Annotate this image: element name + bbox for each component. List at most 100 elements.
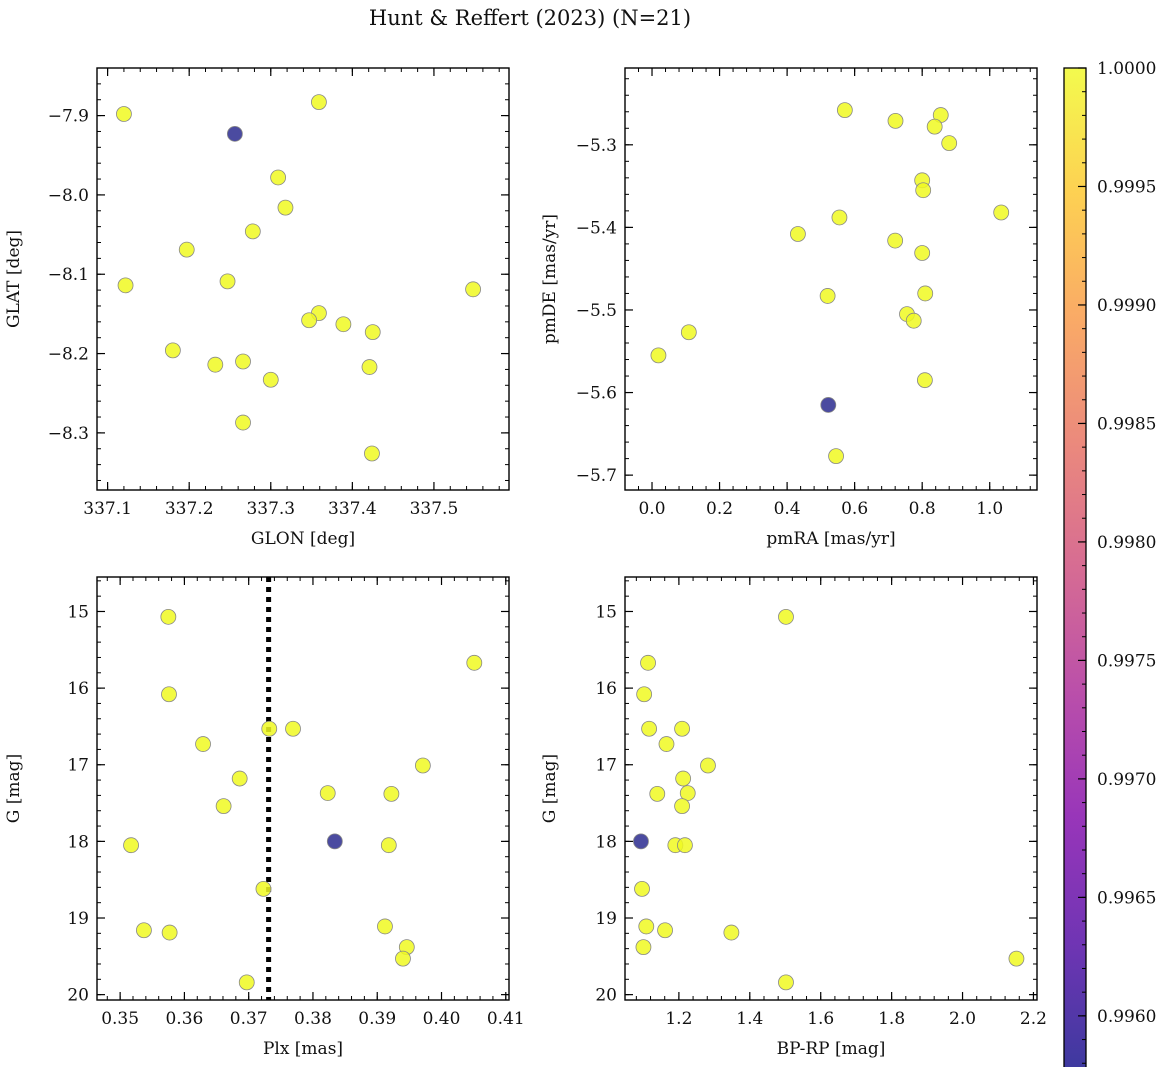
data-point <box>261 720 278 737</box>
colorbar: 0.9960 0.9965 0.9970 0.9975 0.9980 0.9985 0.99… <box>1063 59 1156 1067</box>
data-point <box>364 445 380 462</box>
y-axis-label: pmDE [mas/yr] <box>540 214 560 344</box>
data-point <box>383 785 400 802</box>
x-tick-label: 0.36 <box>165 1009 203 1029</box>
x-tick-label: 0.8 <box>909 499 936 519</box>
data-point <box>778 608 794 625</box>
pmra-pmde-panel: 0.0 0.2 0.4 0.6 0.8 1.0 −5.3 −5.4 −5.5 −5.6 −5.7 pm… <box>540 67 1038 549</box>
y-tick-label: 18 <box>67 832 89 852</box>
y-tick-label: −7.9 <box>48 107 89 127</box>
data-point <box>136 922 152 939</box>
plot-frame <box>624 576 1038 1001</box>
colorbar-tick-label: 0.9970 <box>1097 770 1156 790</box>
data-point <box>395 950 411 967</box>
y-tick-label: 19 <box>67 909 89 929</box>
data-point <box>235 353 251 370</box>
data-point <box>680 324 697 341</box>
data-point <box>219 273 236 290</box>
y-tick-label: −5.7 <box>576 466 617 486</box>
y-tick-label: −5.5 <box>576 301 617 321</box>
data-point <box>270 169 287 186</box>
x-tick-label: 1.4 <box>736 1009 763 1029</box>
colorbar-gradient <box>1064 68 1086 1067</box>
y-axis-label: GLAT [deg] <box>4 230 24 328</box>
x-tick-label: 0.4 <box>774 499 801 519</box>
data-point <box>905 312 922 329</box>
y-tick-label: 17 <box>67 756 89 776</box>
data-point <box>326 833 343 850</box>
data-point <box>178 241 195 258</box>
y-tick-label: 18 <box>595 832 617 852</box>
y-tick-label: 20 <box>595 986 617 1006</box>
x-tick-label: 0.39 <box>358 1009 396 1029</box>
data-point <box>161 924 178 941</box>
colorbar-tick-label: 0.9960 <box>1097 1007 1156 1027</box>
data-point <box>926 118 943 135</box>
x-tick-label: 0.37 <box>230 1009 268 1029</box>
x-tick-label: 1.2 <box>665 1009 692 1029</box>
data-point <box>819 288 836 304</box>
data-point <box>226 125 243 142</box>
x-tick-label: 0.6 <box>841 499 868 519</box>
y-tick-label: 16 <box>595 679 617 699</box>
y-tick-label: −8.2 <box>48 345 89 365</box>
colorbar-tick-label: 0.9975 <box>1097 651 1156 671</box>
y-tick-label: −5.4 <box>576 218 617 238</box>
data-point <box>633 833 649 850</box>
data-point <box>164 342 181 359</box>
data-point <box>255 880 272 897</box>
data-point <box>231 770 248 787</box>
data-point <box>679 785 696 801</box>
data-point <box>116 106 132 122</box>
x-tick-label: 337.1 <box>83 499 132 519</box>
colorbar-tick-label: 0.9990 <box>1097 296 1156 316</box>
data-point <box>641 720 658 737</box>
x-tick-label: 1.8 <box>878 1009 905 1029</box>
x-tick-label: 337.2 <box>165 499 214 519</box>
data-point <box>123 837 139 854</box>
x-tick-label: 1.6 <box>807 1009 834 1029</box>
x-tick-label: 2.0 <box>949 1009 976 1029</box>
colorbar-tick-label: 0.9980 <box>1097 533 1156 553</box>
x-tick-label: 1.0 <box>976 499 1003 519</box>
data-point <box>915 182 932 199</box>
data-point <box>675 770 692 787</box>
data-point <box>238 974 255 991</box>
data-point <box>674 720 690 737</box>
data-point <box>377 918 393 935</box>
colorbar-frame <box>1063 67 1087 1067</box>
plot-frame <box>624 67 1038 491</box>
y-tick-label: 16 <box>67 679 89 699</box>
data-point <box>640 654 656 671</box>
x-axis-label: pmRA [mas/yr] <box>766 529 895 549</box>
y-tick-label: 20 <box>67 986 89 1006</box>
data-point <box>465 281 482 298</box>
bprp-g-panel: 1.2 1.4 1.6 1.8 2.0 2.2 15 16 17 18 19 20 BP-RP [mag… <box>540 576 1047 1059</box>
y-tick-label: 15 <box>67 602 89 622</box>
data-point <box>887 232 904 249</box>
x-tick-label: 0.35 <box>101 1009 139 1029</box>
plot-frame <box>96 67 510 491</box>
data-point <box>335 316 352 333</box>
x-tick-label: 337.4 <box>328 499 377 519</box>
colorbar-tick-label: 0.9985 <box>1097 414 1156 434</box>
data-point <box>319 785 336 801</box>
x-axis-label: BP-RP [mag] <box>777 1039 886 1059</box>
data-point <box>195 736 211 752</box>
data-point <box>677 837 693 854</box>
data-point <box>161 686 177 703</box>
data-point <box>160 608 177 625</box>
data-point <box>941 135 958 152</box>
y-tick-label: 17 <box>595 756 617 776</box>
data-point <box>887 112 904 129</box>
plot-frame <box>96 576 510 1001</box>
y-axis-label: G [mag] <box>540 754 560 823</box>
y-tick-label: −8.1 <box>48 265 89 285</box>
data-point <box>361 359 378 375</box>
data-point <box>828 448 844 465</box>
data-point <box>820 397 837 413</box>
y-tick-label: −5.6 <box>576 384 617 404</box>
data-point <box>244 223 261 240</box>
data-point <box>917 285 934 302</box>
colorbar-tick-label: 0.9965 <box>1097 888 1156 908</box>
